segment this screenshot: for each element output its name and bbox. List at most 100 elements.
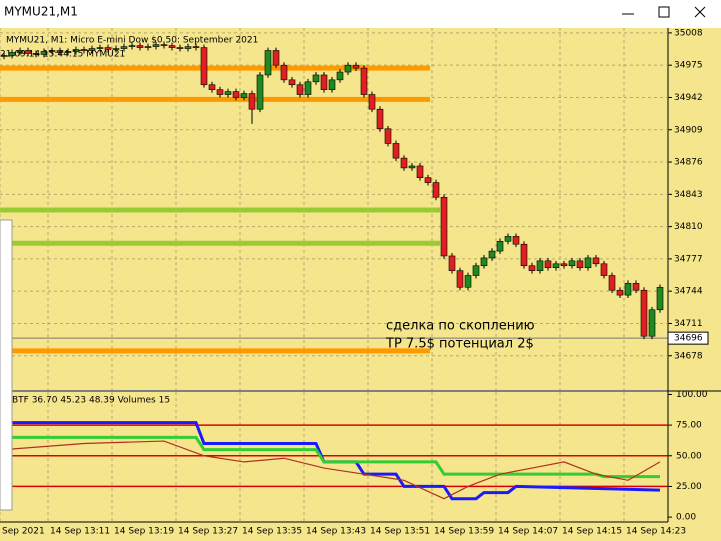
candle-body bbox=[128, 45, 136, 47]
candle-body bbox=[656, 286, 664, 311]
candle-body bbox=[16, 50, 24, 53]
candle-body bbox=[376, 108, 384, 130]
candle-body bbox=[352, 64, 360, 69]
y-tick-label: 0.00 bbox=[676, 513, 696, 523]
maximize-button[interactable] bbox=[658, 6, 670, 18]
candle-body bbox=[312, 74, 320, 83]
x-tick-label: Sep 2021 bbox=[2, 527, 45, 537]
chart-title: MYMU21, M1: Micro E-mini Dow $0.50: Sept… bbox=[6, 36, 258, 46]
candle-body bbox=[56, 50, 64, 53]
candle-body bbox=[592, 257, 600, 265]
indicator-title: BTF 36.70 45.23 48.39 Volumes 15 bbox=[12, 396, 170, 406]
candle-body bbox=[304, 81, 312, 95]
candle-body bbox=[152, 44, 160, 47]
candle-body bbox=[392, 143, 400, 159]
candle-body bbox=[600, 263, 608, 276]
candle-body bbox=[136, 45, 144, 48]
x-tick-label: 14 Sep 13:43 bbox=[306, 527, 366, 537]
x-tick-label: 14 Sep 14:15 bbox=[562, 527, 622, 537]
candle-body bbox=[72, 49, 80, 52]
candle-body bbox=[368, 94, 376, 110]
y-tick-label: 35008 bbox=[674, 28, 703, 38]
plot bbox=[0, 28, 668, 522]
candle-body bbox=[416, 165, 424, 178]
y-tick-label: 34942 bbox=[674, 93, 703, 103]
candle-body bbox=[224, 91, 232, 95]
y-tick-label: 34678 bbox=[674, 351, 703, 361]
candle-body bbox=[504, 236, 512, 242]
candle-body bbox=[616, 289, 624, 296]
candle-body bbox=[112, 48, 120, 50]
close-button[interactable] bbox=[694, 6, 706, 18]
candle-body bbox=[24, 50, 32, 54]
candle-body bbox=[528, 265, 536, 271]
candle-body bbox=[360, 67, 368, 95]
candle-body bbox=[96, 47, 104, 49]
candle-body bbox=[280, 64, 288, 81]
candle-body bbox=[176, 47, 184, 49]
candle-body bbox=[104, 47, 112, 50]
candle-body bbox=[424, 177, 432, 183]
candle-body bbox=[648, 309, 656, 337]
annotation: TP 7.5$ потенциал 2$ bbox=[385, 337, 534, 352]
y-tick-label: 34810 bbox=[674, 222, 703, 232]
candle-body bbox=[88, 48, 96, 51]
candle-body bbox=[168, 45, 176, 48]
candle-body bbox=[624, 283, 632, 296]
candle-body bbox=[472, 265, 480, 276]
candle-body bbox=[32, 53, 40, 55]
candle-body bbox=[488, 250, 496, 259]
candle-body bbox=[552, 263, 560, 269]
candle-body bbox=[584, 257, 592, 269]
candle-body bbox=[256, 74, 264, 110]
y-tick-label: 34711 bbox=[674, 319, 703, 329]
candle-body bbox=[520, 243, 528, 267]
y-tick-label: 25.00 bbox=[676, 482, 702, 492]
candle-body bbox=[64, 51, 72, 53]
candle-body bbox=[80, 49, 88, 51]
candle-body bbox=[320, 74, 328, 90]
candle-body bbox=[184, 46, 192, 49]
candle-body bbox=[208, 84, 216, 90]
title-bar bbox=[0, 0, 721, 28]
candle-body bbox=[8, 52, 16, 56]
x-tick-label: 14 Sep 13:59 bbox=[434, 527, 494, 537]
candle-body bbox=[160, 44, 168, 46]
window-title: MYMU21,M1 bbox=[4, 5, 78, 19]
candle-body bbox=[608, 275, 616, 291]
y-tick-label: 100.00 bbox=[676, 390, 708, 400]
indicator-line bbox=[3, 440, 661, 500]
candle-body bbox=[216, 89, 224, 95]
y-tick-label: 34843 bbox=[674, 190, 703, 200]
y-tick-label: 34744 bbox=[674, 287, 703, 297]
candle-body bbox=[144, 46, 152, 48]
candle-body bbox=[432, 182, 440, 198]
y-tick-label: 34975 bbox=[674, 61, 703, 71]
chart-subtitle: 21.09.14 15:44:15 MYMU21 bbox=[0, 50, 125, 60]
candle-body bbox=[384, 128, 392, 144]
candle-body bbox=[400, 157, 408, 169]
candle-body bbox=[40, 51, 48, 55]
candle-body bbox=[240, 93, 248, 98]
candle-body bbox=[536, 260, 544, 271]
current-price-box bbox=[667, 331, 709, 345]
annotation: сделка по скоплению bbox=[386, 319, 535, 334]
candle-body bbox=[568, 260, 576, 267]
candle-body bbox=[576, 260, 584, 269]
candle-body bbox=[264, 50, 272, 76]
candle-body bbox=[328, 79, 336, 90]
indicator-line bbox=[4, 421, 661, 501]
candle-body bbox=[440, 196, 448, 257]
side-panel[interactable] bbox=[0, 219, 13, 511]
x-tick-label: 14 Sep 14:23 bbox=[626, 527, 686, 537]
candle-body bbox=[272, 50, 280, 66]
x-tick-label: 14 Sep 14:07 bbox=[498, 527, 558, 537]
candle-body bbox=[0, 55, 8, 57]
candle-body bbox=[288, 79, 296, 86]
y-tick-label: 34876 bbox=[674, 158, 703, 168]
candle-body bbox=[232, 91, 240, 98]
y-tick-label: 75.00 bbox=[676, 421, 702, 431]
x-tick-label: 14 Sep 13:11 bbox=[50, 527, 110, 537]
x-tick-label: 14 Sep 13:27 bbox=[178, 527, 238, 537]
